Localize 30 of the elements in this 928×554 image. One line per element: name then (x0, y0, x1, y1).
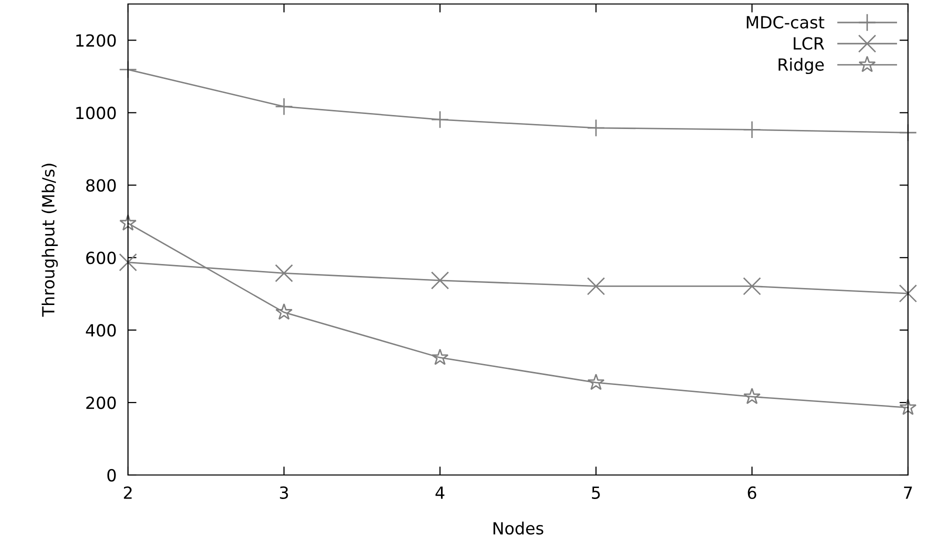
point (274, 264, 294, 282)
point (118, 253, 138, 272)
y-tick-label: 800 (86, 179, 116, 192)
legend-label: LCR (794, 37, 824, 50)
x-tick-label: 4 (436, 486, 444, 499)
x-tick-label: 5 (592, 486, 600, 500)
y-tick-label: 1000 (76, 106, 116, 120)
y-tick-label: 600 (86, 252, 116, 264)
point (898, 284, 918, 303)
point (899, 398, 917, 416)
point (743, 388, 761, 404)
point (586, 277, 606, 296)
point (742, 277, 762, 296)
x-tick-label: 7 (904, 486, 912, 499)
y-tick-label: 200 (86, 396, 116, 410)
x-tick-label: 2 (124, 486, 132, 499)
point (587, 374, 605, 390)
legend-label: MDC-cast (746, 16, 824, 29)
y-axis-title: Throughput (Mb/s) (42, 164, 58, 317)
point (275, 303, 293, 320)
y-tick-label: 400 (86, 324, 116, 337)
y-tick-label: 0 (107, 468, 116, 482)
x-tick-label: 3 (280, 486, 288, 500)
legend-label: Ridge (778, 58, 824, 74)
y-tick-label: 1200 (76, 34, 116, 47)
point (119, 214, 137, 231)
point (430, 271, 450, 290)
x-axis-title: Nodes (494, 522, 544, 535)
x-tick-label: 6 (748, 486, 756, 500)
point (431, 348, 449, 366)
